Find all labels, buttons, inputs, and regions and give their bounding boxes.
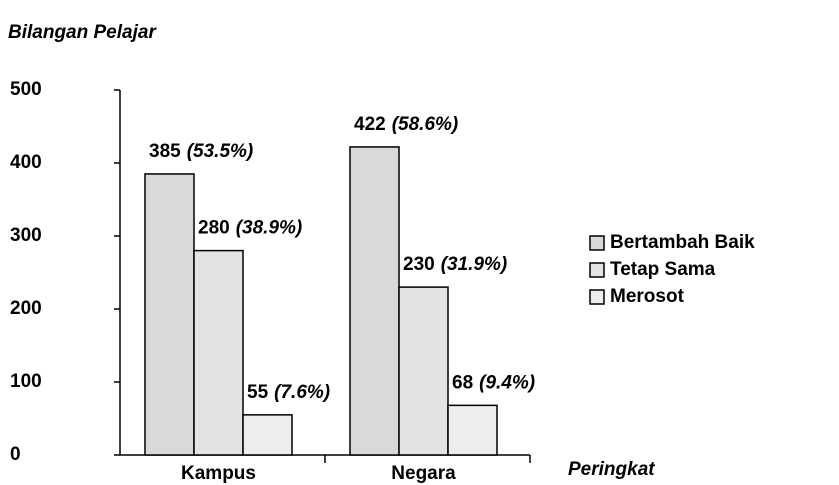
- percent-label: (7.6%): [274, 382, 330, 403]
- y-tick-label: 400: [10, 152, 42, 173]
- value-label: 422: [354, 114, 386, 135]
- legend-marker: [589, 262, 605, 278]
- value-label: 68: [452, 372, 473, 393]
- data-label: 385 (53.5%): [149, 141, 253, 162]
- percent-label: (38.9%): [236, 218, 303, 239]
- data-label: 280 (38.9%): [198, 218, 302, 239]
- data-label: 55 (7.6%): [247, 382, 330, 403]
- value-label: 55: [247, 382, 269, 403]
- bar: [242, 414, 293, 456]
- y-tick-label: 0: [10, 444, 21, 465]
- value-label: 280: [198, 218, 230, 239]
- percent-label: (9.4%): [479, 372, 535, 393]
- data-label: 68 (9.4%): [452, 372, 535, 393]
- legend-label: Merosot: [610, 286, 685, 307]
- y-axis-label: Bilangan Pelajar: [8, 22, 157, 43]
- bar: [193, 249, 244, 456]
- y-tick-label: 200: [10, 298, 42, 319]
- percent-label: (31.9%): [441, 254, 508, 275]
- bar: [349, 146, 400, 456]
- data-label: 422 (58.6%): [354, 114, 458, 135]
- y-tick-label: 300: [10, 225, 42, 246]
- x-tick-label: Negara: [391, 463, 456, 484]
- legend-label: Bertambah Baik: [610, 232, 755, 253]
- y-tick-label: 100: [10, 371, 42, 392]
- y-tick-label: 500: [10, 79, 42, 100]
- legend-label: Tetap Sama: [610, 259, 716, 280]
- bar: [144, 173, 195, 456]
- percent-label: (53.5%): [187, 141, 254, 162]
- data-label: 230 (31.9%): [403, 254, 507, 275]
- bar: [447, 404, 498, 456]
- legend-marker: [589, 235, 605, 251]
- percent-label: (58.6%): [392, 114, 459, 135]
- value-label: 385: [149, 141, 181, 162]
- x-axis-label: Peringkat: [568, 459, 655, 480]
- legend-marker: [589, 289, 605, 305]
- value-label: 230: [403, 254, 435, 275]
- x-tick-label: Kampus: [181, 463, 256, 484]
- bar: [398, 286, 449, 456]
